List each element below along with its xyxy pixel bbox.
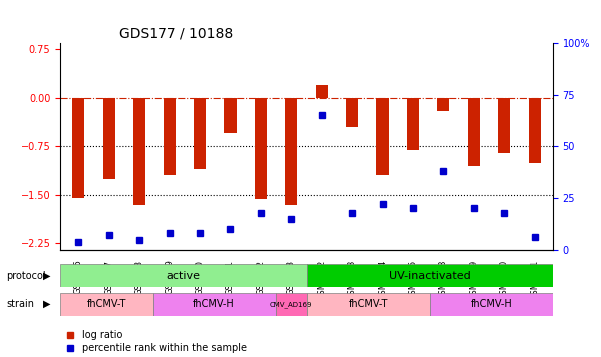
Bar (316, 85, 328, 98)
Bar (285, 98, 297, 205)
Bar (103, 98, 115, 179)
Text: fhCMV-T: fhCMV-T (87, 299, 126, 310)
Bar (194, 98, 206, 169)
Bar (163, 98, 175, 176)
Text: GDS177 / 10188: GDS177 / 10188 (119, 26, 233, 40)
Text: percentile rank within the sample: percentile rank within the sample (82, 343, 247, 353)
Bar (133, 98, 145, 205)
FancyBboxPatch shape (430, 293, 553, 316)
FancyBboxPatch shape (307, 293, 430, 316)
Text: active: active (166, 271, 200, 281)
Text: protocol: protocol (6, 271, 46, 281)
Bar (376, 98, 389, 176)
Bar (224, 98, 237, 134)
Bar (346, 98, 358, 127)
Bar (438, 98, 450, 111)
Bar (529, 98, 541, 162)
FancyBboxPatch shape (60, 264, 307, 287)
Text: strain: strain (6, 299, 34, 309)
Text: fhCMV-H: fhCMV-H (194, 299, 235, 310)
FancyBboxPatch shape (153, 293, 276, 316)
FancyBboxPatch shape (60, 293, 153, 316)
Bar (498, 98, 510, 153)
Text: fhCMV-H: fhCMV-H (471, 299, 512, 310)
Bar (255, 98, 267, 200)
Bar (468, 98, 480, 166)
Text: ▶: ▶ (43, 271, 50, 281)
Bar (72, 98, 84, 198)
Text: fhCMV-T: fhCMV-T (349, 299, 388, 310)
Text: ▶: ▶ (43, 299, 50, 309)
Bar (407, 98, 419, 150)
FancyBboxPatch shape (276, 293, 307, 316)
Text: log ratio: log ratio (82, 330, 123, 340)
Text: UV-inactivated: UV-inactivated (389, 271, 471, 281)
Text: CMV_AD169: CMV_AD169 (270, 301, 313, 308)
FancyBboxPatch shape (307, 264, 553, 287)
